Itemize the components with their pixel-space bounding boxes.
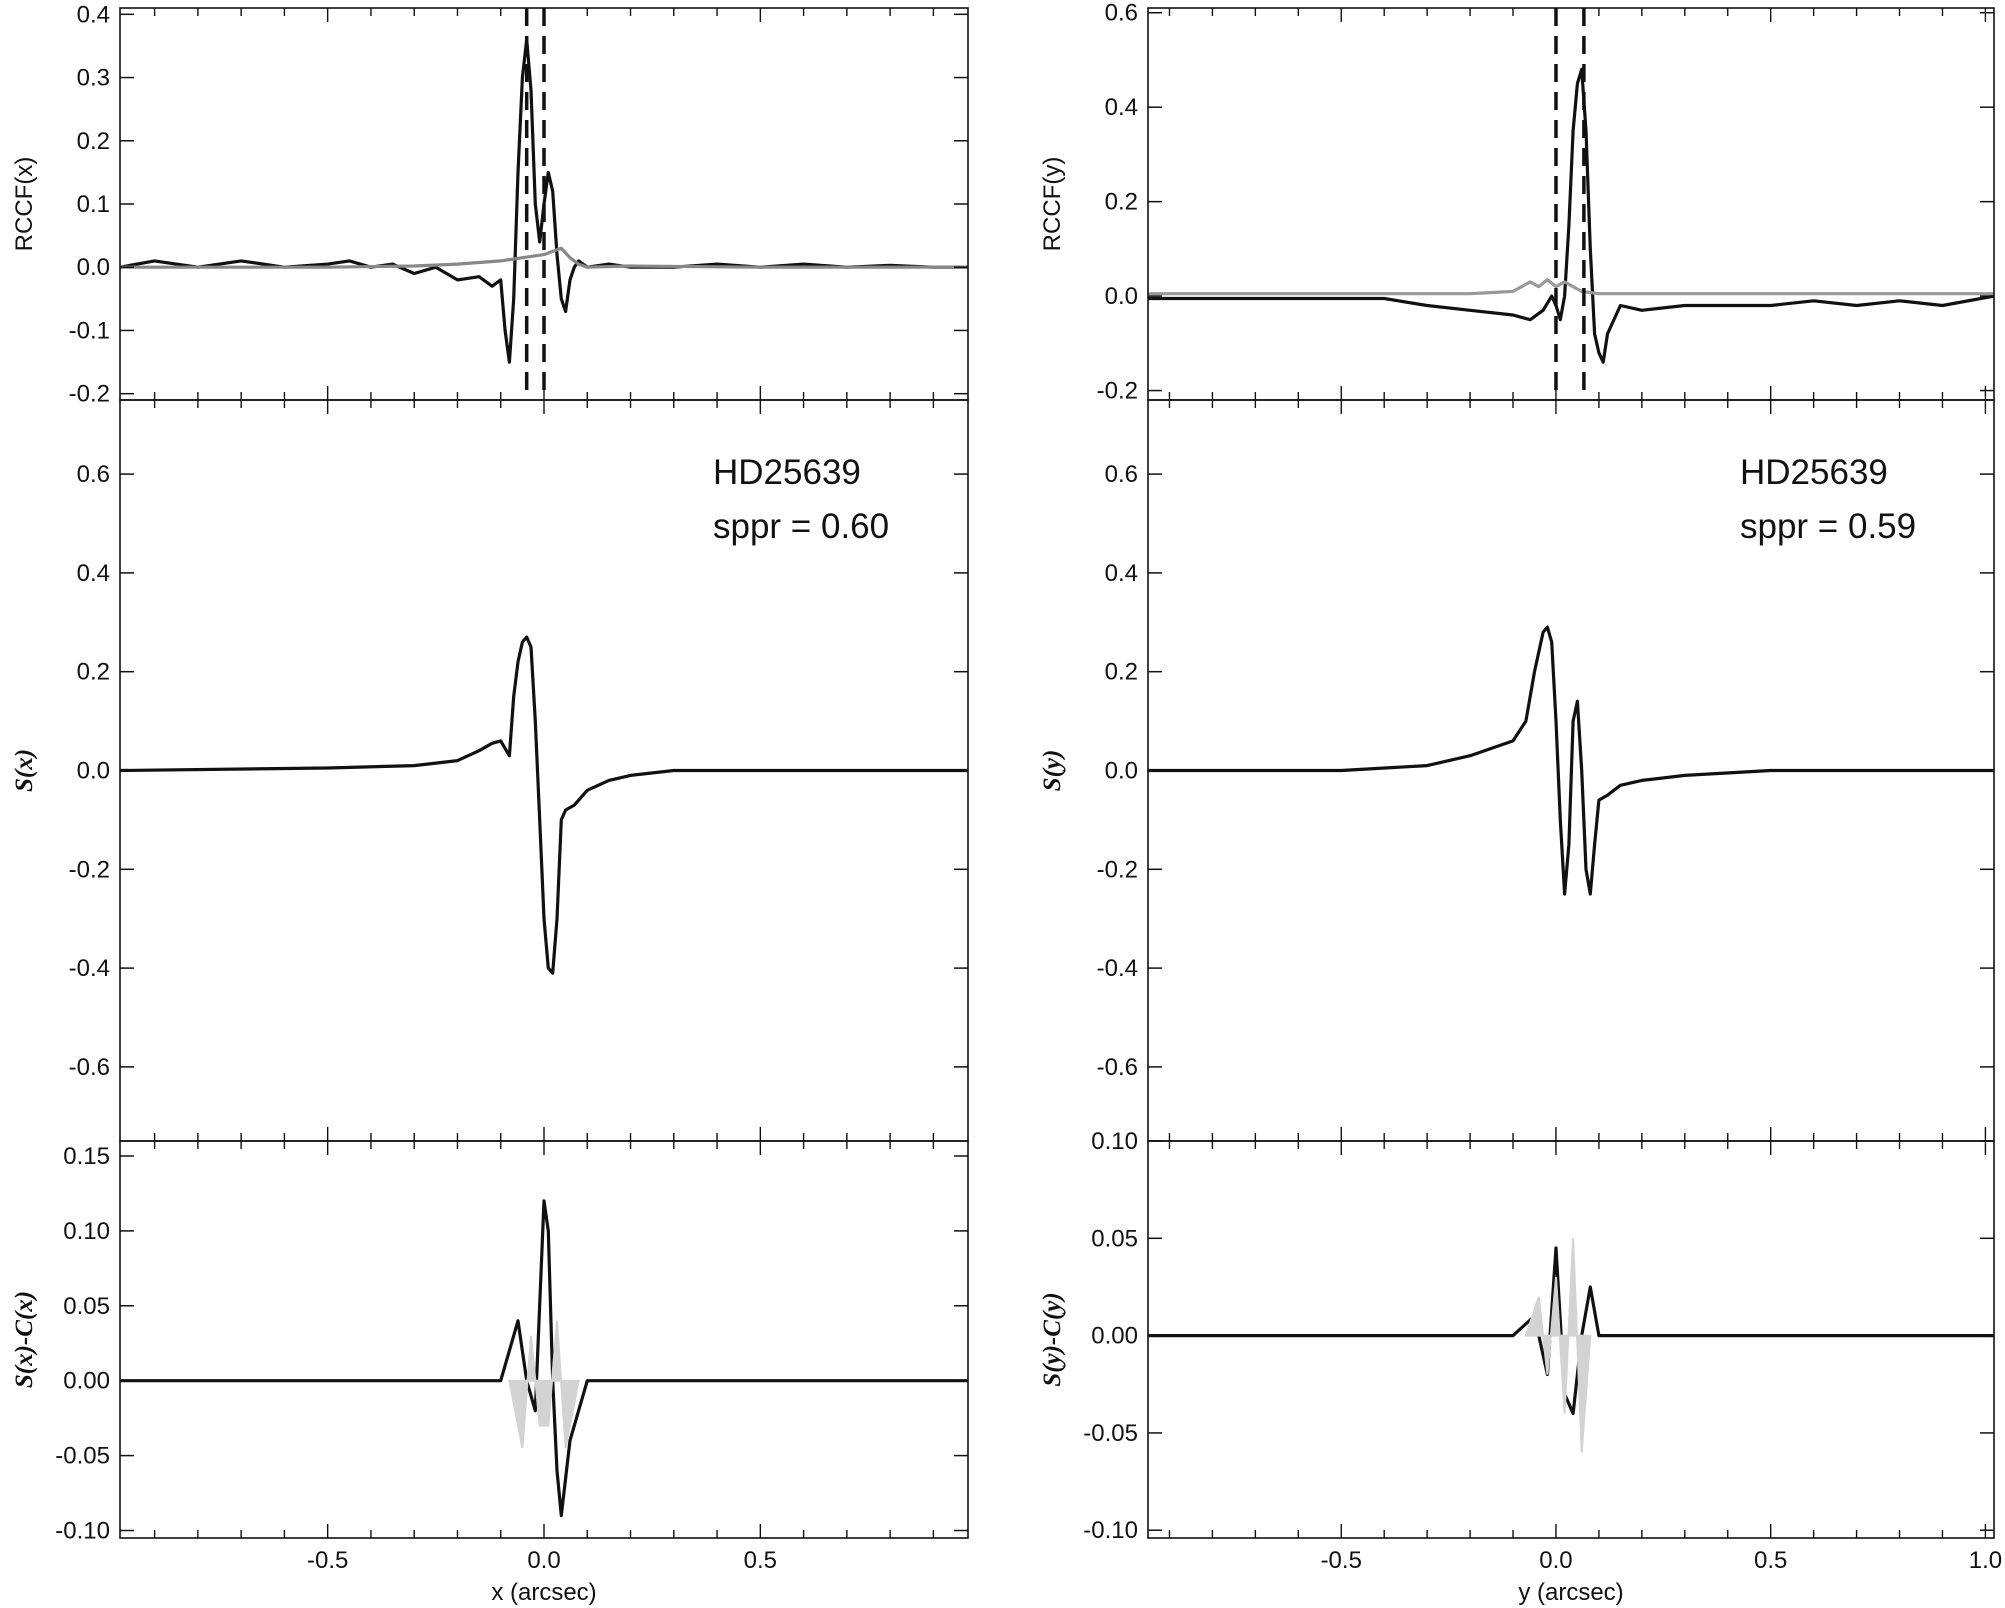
x-axis-title: y (arcsec) [1518,1579,1623,1606]
y-tick-label: -0.05 [55,1443,110,1470]
series-1-line [120,246,968,269]
x-tick-label: 0.0 [1539,1547,1572,1574]
series-0-line [120,635,968,975]
y-axis-title: RCCF(y) [1039,157,1066,252]
plot-area [120,635,968,975]
y-tick-label: 0.0 [77,254,110,281]
y-axis-title: S(x)-C(x) [11,1291,38,1388]
series-0-line [120,37,968,364]
y-tick-label: -0.6 [69,1054,110,1081]
series-0-line [1148,67,1994,364]
star-name-label: HD25639 [1740,453,1888,492]
y-tick-label: 0.0 [1105,283,1138,310]
x-tick-label: 0.0 [527,1547,560,1574]
plot-area [120,1199,968,1518]
y-tick-label: 0.15 [63,1143,110,1170]
y-tick-label: 0.2 [77,128,110,155]
y-tick-label: -0.10 [1083,1517,1138,1544]
series-0-line [1148,625,1994,896]
y-tick-label: 0.4 [1105,94,1138,121]
series-0-line [120,1199,968,1518]
y-tick-label: -0.2 [1097,378,1138,405]
y-tick-label: 0.4 [77,1,110,28]
panel-left-middle: -0.6 -0.4 -0.2 0.0 0.2 0.4 0.6 S(x) HD25639 sppr … [11,399,969,1142]
sppr-label: sppr = 0.60 [713,507,889,546]
panel-left-top: -0.2 -0.1 0.0 0.1 0.2 0.3 0.4 RCCF(x) [11,1,969,408]
y-tick-label: 0.10 [1091,1128,1138,1155]
plot-area [1148,1238,1994,1453]
y-tick-label: -0.6 [1097,1054,1138,1081]
x-tick-label: -0.5 [1321,1547,1362,1574]
x-tick-label: 1.0 [1969,1547,2002,1574]
y-axis-title: S(x) [11,749,38,792]
y-tick-label: -0.1 [69,317,110,344]
y-tick-label: -0.10 [55,1518,110,1545]
y-tick-label: -0.2 [69,856,110,883]
y-tick-label: 0.0 [77,758,110,785]
y-tick-label: 0.05 [1091,1225,1138,1252]
x-tick-label: 0.5 [744,1547,777,1574]
y-tick-label: 0.6 [1105,0,1138,27]
y-axis-title: RCCF(x) [11,157,38,252]
y-tick-label: -0.2 [69,381,110,408]
y-tick-label: 0.6 [77,461,110,488]
y-tick-label: 0.2 [1105,189,1138,216]
panel-right-bottom: -0.10 -0.05 0.00 0.05 0.10 -0.5 0.0 0.5 1.0 S(y)-… [1039,1128,2002,1606]
panel-right-top: -0.2 0.0 0.2 0.4 0.6 RCCF(y) [1039,0,1995,405]
y-tick-label: -0.2 [1097,856,1138,883]
series-1-line [1148,278,1994,296]
y-tick-label: -0.05 [1083,1420,1138,1447]
y-tick-label: 0.4 [1105,560,1138,587]
panel-frame [1147,1140,1995,1539]
series-1-band [1524,1238,1592,1453]
y-tick-label: -0.4 [1097,955,1138,982]
x-tick-label: 0.5 [1754,1547,1787,1574]
y-tick-label: 0.10 [63,1218,110,1245]
panel-right-middle: -0.6 -0.4 -0.2 0.0 0.2 0.4 0.6 S(y) HD25639 sppr … [1039,399,1995,1142]
y-tick-label: 0.3 [77,65,110,92]
plot-area [120,8,968,400]
y-tick-label: -0.4 [69,955,110,982]
y-tick-label: 0.0 [1105,758,1138,785]
y-tick-label: 0.00 [1091,1323,1138,1350]
star-name-label: HD25639 [713,453,861,492]
panel-left-bottom: -0.10 -0.05 0.00 0.05 0.10 0.15 -0.5 0.0 0.5 S(x)… [11,1140,969,1606]
series-1-band [508,1320,580,1449]
y-tick-label: 0.4 [77,560,110,587]
x-axis-title: x (arcsec) [491,1579,596,1606]
y-axis-title: S(y)-C(y) [1039,1292,1066,1386]
y-tick-label: 0.2 [1105,659,1138,686]
plot-area [1148,625,1994,896]
x-tick-label: -0.5 [307,1547,348,1574]
y-tick-label: 0.6 [1105,461,1138,488]
plot-area [1148,8,1994,400]
y-tick-label: 0.00 [63,1368,110,1395]
sppr-label: sppr = 0.59 [1740,507,1916,546]
y-tick-label: 0.05 [63,1293,110,1320]
y-axis-title: S(y) [1039,750,1066,792]
y-tick-label: 0.1 [77,191,110,218]
y-tick-label: 0.2 [77,659,110,686]
